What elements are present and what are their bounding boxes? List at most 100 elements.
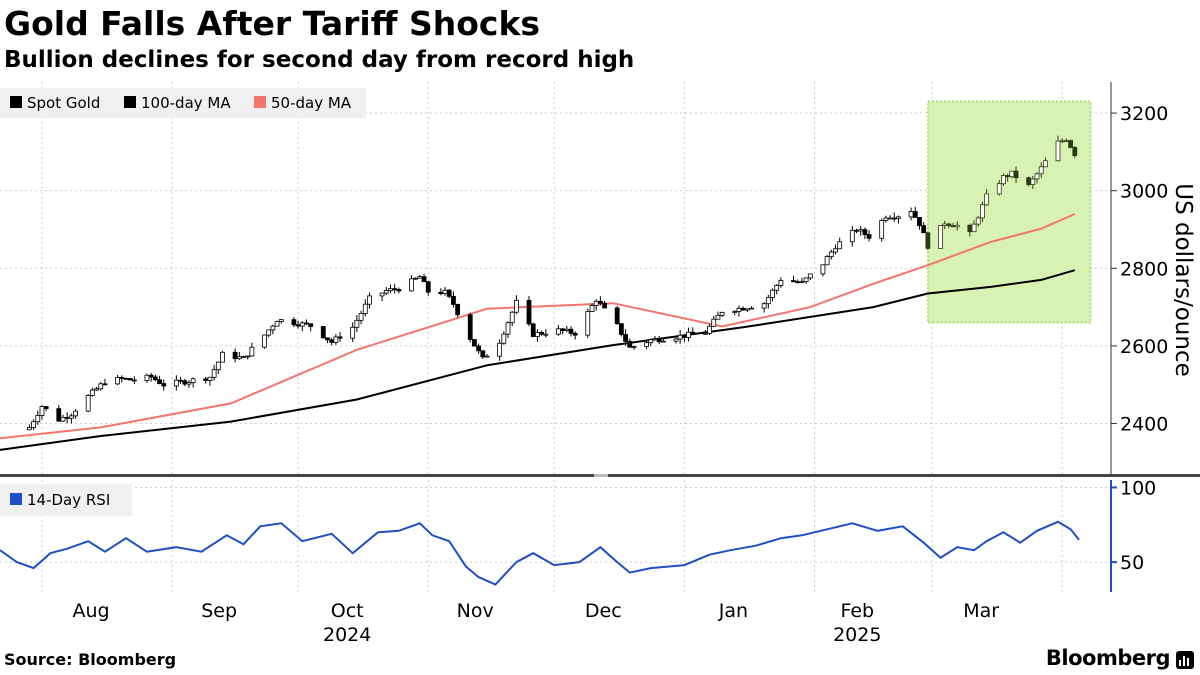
candle-body-133 (803, 277, 809, 282)
candle-body-156 (942, 223, 948, 227)
candle-body-139 (837, 241, 843, 250)
candle-body-96 (589, 305, 595, 312)
legend-label-rsi: 14-Day RSI (27, 491, 110, 509)
candle-body-54 (337, 336, 343, 339)
candle-body-84 (514, 299, 519, 313)
candle-body-51 (325, 337, 330, 341)
candle-body-116 (707, 325, 712, 334)
candle-body-160 (967, 224, 973, 233)
candle-body-40 (262, 334, 267, 348)
price-tick-label-0: 2400 (1120, 414, 1168, 436)
candle-body-161 (971, 223, 977, 233)
candle-body-102 (623, 334, 628, 342)
candle-body-106 (648, 339, 654, 344)
candle-body-58 (362, 303, 368, 314)
legend-label-spot: Spot Gold (27, 94, 100, 112)
candle-body-129 (778, 280, 784, 286)
x-month-label-nov: Nov (457, 600, 494, 622)
candle-body-142 (858, 229, 864, 232)
candle-body-105 (644, 342, 649, 347)
candle-body-44 (278, 319, 284, 322)
rsi-tick-label-0: 50 (1120, 552, 1144, 574)
candle-body-80 (497, 342, 503, 357)
candle-body-69 (425, 281, 431, 293)
candle-body-163 (980, 204, 985, 219)
x-month-label-dec: Dec (585, 600, 622, 622)
candle-body-45 (291, 319, 297, 326)
candle-body-7 (64, 416, 70, 419)
candle-body-11 (89, 389, 95, 396)
candle-body-12 (94, 388, 99, 391)
candle-body-169 (1013, 170, 1019, 179)
candle-body-125 (761, 303, 767, 309)
candle-body-109 (660, 340, 666, 343)
candle-body-124 (749, 307, 754, 310)
candle-body-33 (215, 361, 221, 371)
candle-body-93 (568, 328, 574, 334)
x-month-label-mar: Mar (963, 600, 999, 622)
candle-body-121 (736, 307, 742, 312)
candle-body-50 (320, 326, 326, 339)
candle-body-94 (572, 332, 578, 336)
candle-body-79 (484, 355, 490, 358)
candle-body-56 (354, 319, 360, 328)
candle-body-112 (681, 334, 687, 338)
ma50-line (0, 213, 1076, 440)
candle-body-66 (413, 277, 419, 280)
candle-body-18 (127, 378, 133, 381)
candle-body-111 (677, 334, 683, 340)
candle-body-24 (161, 383, 167, 387)
candle-body-97 (593, 300, 599, 306)
candle-body-113 (686, 331, 691, 338)
candle-body-140 (849, 229, 855, 243)
legend-swatch-spot (10, 96, 22, 108)
chart-subtitle: Bullion declines for second day from rec… (4, 47, 635, 73)
candle-body-150 (908, 211, 914, 218)
chart-title: Gold Falls After Tariff Shocks (4, 4, 541, 43)
x-month-label-feb: Feb (840, 600, 874, 622)
candle-body-178 (1068, 140, 1074, 148)
candle-body-4 (43, 406, 49, 410)
candle-body-5 (56, 408, 62, 422)
candle-body-31 (207, 376, 213, 381)
legend-background (0, 88, 366, 118)
candle-body-127 (770, 289, 775, 298)
candle-body-134 (807, 273, 813, 279)
candle-body-62 (388, 288, 393, 291)
candle-body-63 (392, 288, 398, 291)
source-note: Source: Bloomberg (4, 650, 177, 669)
candle-body-92 (564, 328, 570, 332)
candle-body-27 (182, 380, 188, 385)
candle-body-159 (954, 224, 960, 228)
candle-body-152 (917, 217, 922, 227)
candle-body-167 (1005, 175, 1011, 178)
candle-body-177 (1064, 140, 1069, 142)
candle-body-85 (526, 299, 532, 325)
candle-body-110 (673, 338, 679, 342)
candle-body-8 (68, 415, 74, 419)
candle-body-37 (241, 356, 246, 358)
candle-body-59 (367, 295, 372, 305)
candle-body-28 (186, 381, 192, 385)
candle-body-21 (148, 374, 154, 378)
candle-body-141 (854, 229, 859, 232)
candle-body-43 (274, 321, 280, 327)
candle-body-173 (1038, 166, 1044, 175)
candle-body-98 (597, 300, 603, 304)
candle-body-164 (984, 193, 990, 206)
spot-gold-candles (26, 135, 1078, 431)
candle-body-46 (295, 324, 301, 327)
candle-body-144 (866, 234, 872, 239)
candle-body-15 (115, 377, 120, 385)
candle-body-81 (501, 333, 507, 344)
candle-body-103 (627, 340, 633, 348)
candle-body-17 (123, 377, 129, 380)
candle-body-87 (535, 332, 540, 337)
candle-body-147 (887, 217, 893, 220)
candle-body-145 (879, 220, 885, 239)
candle-body-162 (975, 217, 981, 225)
x-month-label-sep: Sep (201, 600, 237, 622)
candle-body-10 (85, 395, 91, 412)
candle-body-135 (820, 264, 826, 275)
candle-body-175 (1055, 140, 1061, 162)
